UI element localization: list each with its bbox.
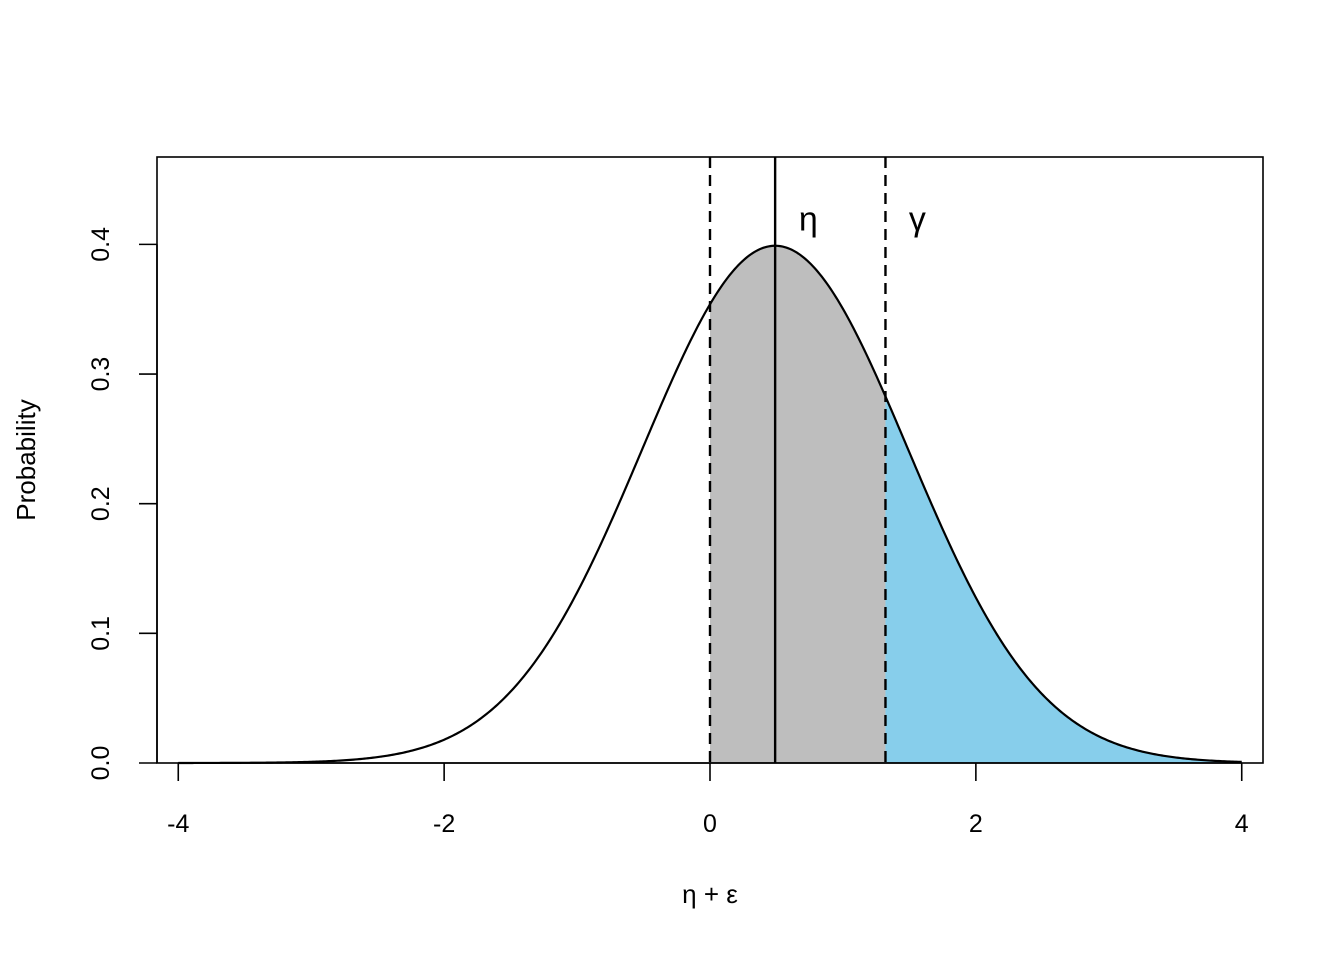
vertical-lines [708, 157, 887, 763]
x-axis-title: η + ε [682, 879, 738, 909]
y-tick-label: 0.4 [87, 227, 115, 262]
x-tick-label: -2 [433, 810, 455, 838]
x-axis: -4 -2 0 2 4 [167, 762, 1249, 838]
y-axis-title: Probability [11, 399, 41, 520]
shaded-region-0 [710, 245, 886, 763]
shaded-region-1 [885, 396, 1242, 763]
y-axis: 0.0 0.1 0.2 0.3 0.4 [87, 227, 158, 781]
annotation-label: η [799, 200, 818, 238]
y-tick-label: 0.3 [87, 357, 115, 392]
shaded-regions [710, 245, 1242, 763]
y-tick-label: 0.1 [87, 616, 115, 651]
y-tick-label: 0.2 [87, 486, 115, 521]
annotation-label: γ [909, 200, 926, 238]
x-tick-label: 4 [1235, 810, 1249, 838]
x-tick-label: 0 [703, 810, 717, 838]
x-tick-label: -4 [167, 810, 189, 838]
y-tick-label: 0.0 [87, 746, 115, 781]
x-tick-label: 2 [969, 810, 983, 838]
